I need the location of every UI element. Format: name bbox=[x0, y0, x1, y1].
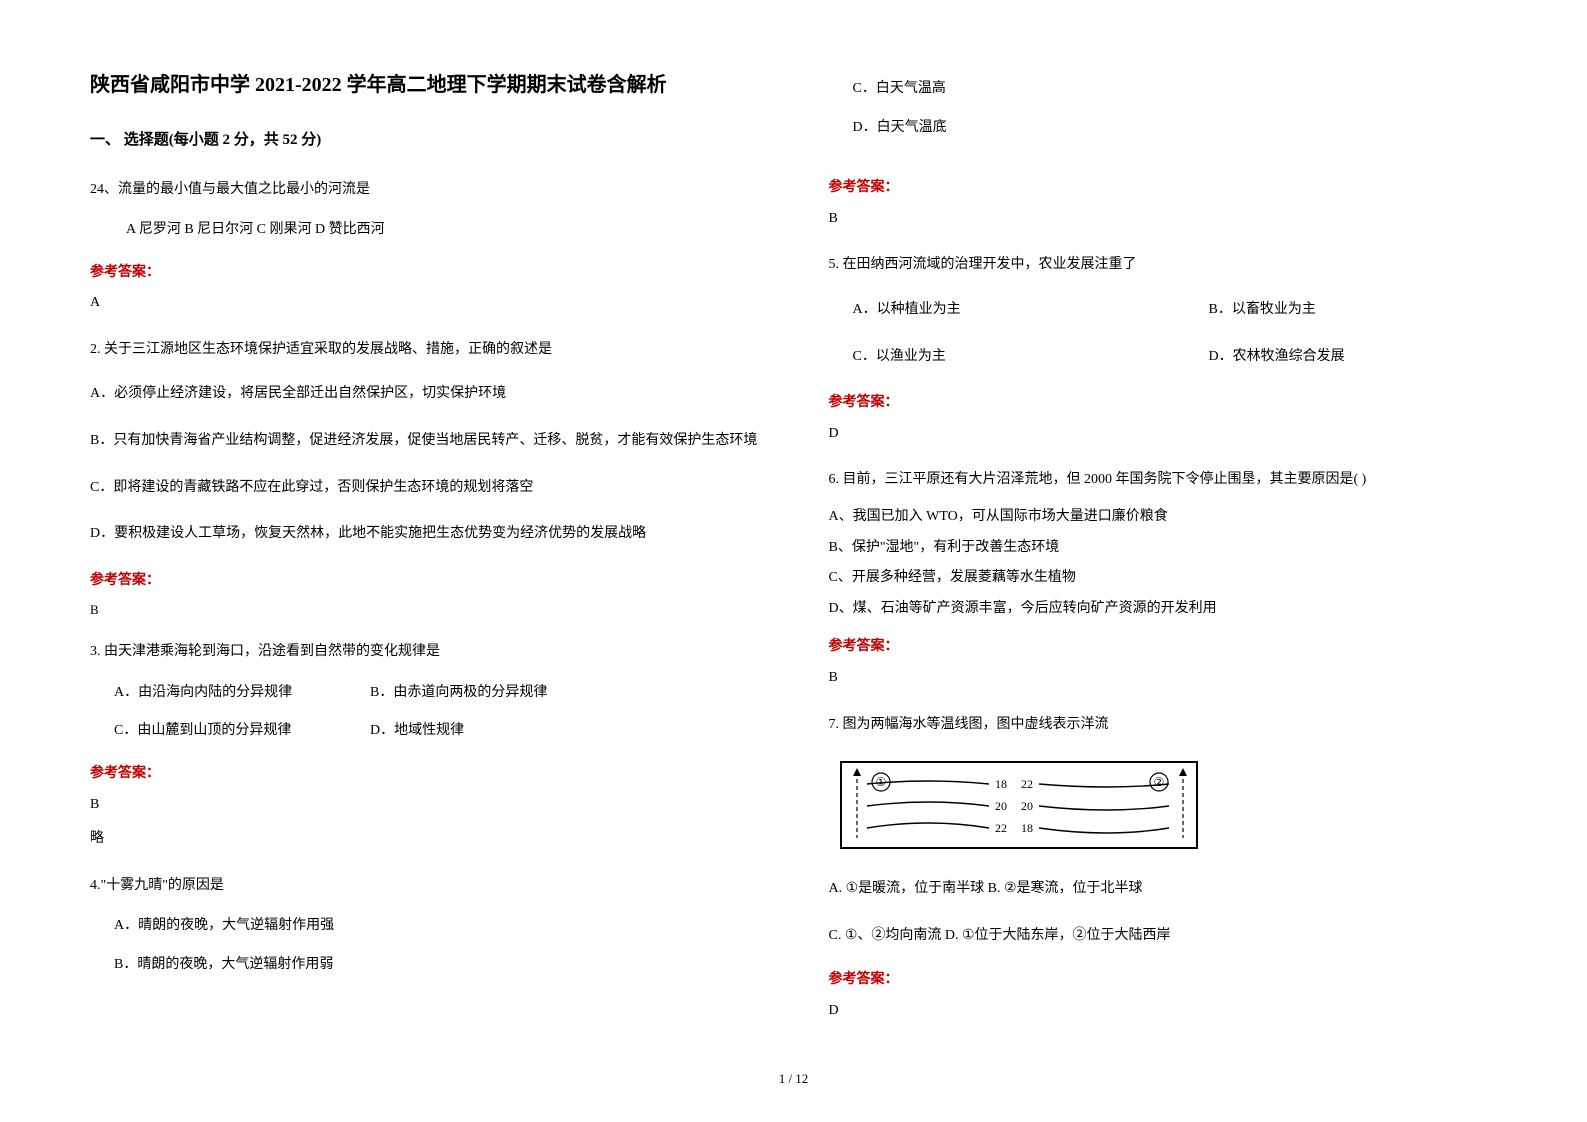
left-iso-22: 22 bbox=[995, 821, 1007, 835]
question-6-stem: 6. 目前，三江平原还有大片沼泽荒地，但 2000 年国务院下令停止围垦，其主要… bbox=[829, 467, 1498, 494]
question-7-answer: D bbox=[829, 998, 1498, 1025]
question-5-answer: D bbox=[829, 421, 1498, 448]
question-24-answer: A bbox=[90, 290, 759, 317]
question-4-choice-c: C．白天气温高 bbox=[853, 76, 1498, 103]
question-2-choice-b: B．只有加快青海省产业结构调整，促进经济发展，促使当地居民转产、迁移、脱贫，才能… bbox=[90, 428, 759, 455]
question-4-choice-d: D．白天气温底 bbox=[853, 115, 1498, 142]
question-3-answer: B bbox=[90, 792, 759, 819]
question-5-choice-a: A．以种植业为主 bbox=[829, 297, 1209, 324]
question-2-choice-d: D．要积极建设人工草场，恢复天然林，此地不能实施把生态优势变为经济优势的发展战略 bbox=[90, 521, 759, 548]
page-number: 1 / 12 bbox=[779, 1067, 809, 1092]
isotherm-diagram: ① 18 20 22 22 20 18 bbox=[839, 760, 1498, 850]
left-iso-18: 18 bbox=[995, 777, 1007, 791]
question-24-stem: 24、流量的最小值与最大值之比最小的河流是 bbox=[90, 177, 759, 204]
right-iso-18: 18 bbox=[1021, 821, 1033, 835]
answer-label: 参考答案： bbox=[829, 967, 1498, 994]
question-3-choice-a: A．由沿海向内陆的分异规律 bbox=[90, 680, 370, 707]
question-4-choice-b: B．晴朗的夜晚，大气逆辐射作用弱 bbox=[114, 952, 759, 979]
left-iso-20: 20 bbox=[995, 799, 1007, 813]
question-3-choice-b: B．由赤道向两极的分异规律 bbox=[370, 680, 759, 707]
question-4-choice-a: A．晴朗的夜晚，大气逆辐射作用强 bbox=[114, 913, 759, 940]
answer-label: 参考答案： bbox=[829, 634, 1498, 661]
question-24-choices: A 尼罗河 B 尼日尔河 C 刚果河 D 赞比西河 bbox=[126, 217, 759, 244]
question-2-stem: 2. 关于三江源地区生态环境保护适宜采取的发展战略、措施，正确的叙述是 bbox=[90, 337, 759, 364]
question-4-answer: B bbox=[829, 206, 1498, 233]
answer-label: 参考答案： bbox=[90, 260, 759, 287]
question-6-choice-b: B、保护"湿地"，有利于改善生态环境 bbox=[829, 535, 1498, 562]
right-iso-22: 22 bbox=[1021, 777, 1033, 791]
question-6-choice-c: C、开展多种经营，发展菱藕等水生植物 bbox=[829, 565, 1498, 592]
question-2-answer: B bbox=[90, 598, 759, 623]
answer-label: 参考答案： bbox=[829, 390, 1498, 417]
answer-label: 参考答案： bbox=[90, 761, 759, 788]
question-6-choice-d: D、煤、石油等矿产资源丰富，今后应转向矿产资源的开发利用 bbox=[829, 596, 1498, 623]
question-5-choice-b: B．以畜牧业为主 bbox=[1209, 297, 1498, 324]
question-2-choice-a: A．必须停止经济建设，将居民全部迁出自然保护区，切实保护环境 bbox=[90, 381, 759, 408]
question-5-choice-d: D．农林牧渔综合发展 bbox=[1209, 344, 1498, 371]
question-3-choice-d: D．地域性规律 bbox=[370, 718, 759, 745]
question-6-choice-a: A、我国已加入 WTO，可从国际市场大量进口廉价粮食 bbox=[829, 504, 1498, 531]
section-1-heading: 一、 选择题(每小题 2 分，共 52 分) bbox=[90, 126, 759, 155]
label-2-glyph: ② bbox=[1153, 775, 1164, 789]
question-5-stem: 5. 在田纳西河流域的治理开发中，农业发展注重了 bbox=[829, 252, 1498, 279]
answer-label: 参考答案： bbox=[829, 175, 1498, 202]
answer-label: 参考答案： bbox=[90, 568, 759, 595]
question-3-choice-c: C．由山麓到山顶的分异规律 bbox=[90, 718, 370, 745]
question-5-choice-c: C．以渔业为主 bbox=[829, 344, 1209, 371]
right-iso-20: 20 bbox=[1021, 799, 1033, 813]
question-2-choice-c: C．即将建设的青藏铁路不应在此穿过，否则保护生态环境的规划将落空 bbox=[90, 475, 759, 502]
question-7-choices-cd: C. ①、②均向南流 D. ①位于大陆东岸，②位于大陆西岸 bbox=[829, 923, 1498, 950]
question-3-stem: 3. 由天津港乘海轮到海口，沿途看到自然带的变化规律是 bbox=[90, 639, 759, 666]
left-column: 陕西省咸阳市中学 2021-2022 学年高二地理下学期期末试卷含解析 一、 选… bbox=[90, 70, 759, 1082]
question-4-stem: 4."十雾九晴"的原因是 bbox=[90, 873, 759, 900]
note-lue: 略 bbox=[90, 826, 759, 853]
question-7-choices-ab: A. ①是暖流，位于南半球 B. ②是寒流，位于北半球 bbox=[829, 876, 1498, 903]
right-column: C．白天气温高 D．白天气温底 参考答案： B 5. 在田纳西河流域的治理开发中… bbox=[829, 70, 1498, 1082]
question-7-stem: 7. 图为两幅海水等温线图，图中虚线表示洋流 bbox=[829, 712, 1498, 739]
document-title: 陕西省咸阳市中学 2021-2022 学年高二地理下学期期末试卷含解析 bbox=[90, 70, 759, 100]
question-6-answer: B bbox=[829, 665, 1498, 692]
